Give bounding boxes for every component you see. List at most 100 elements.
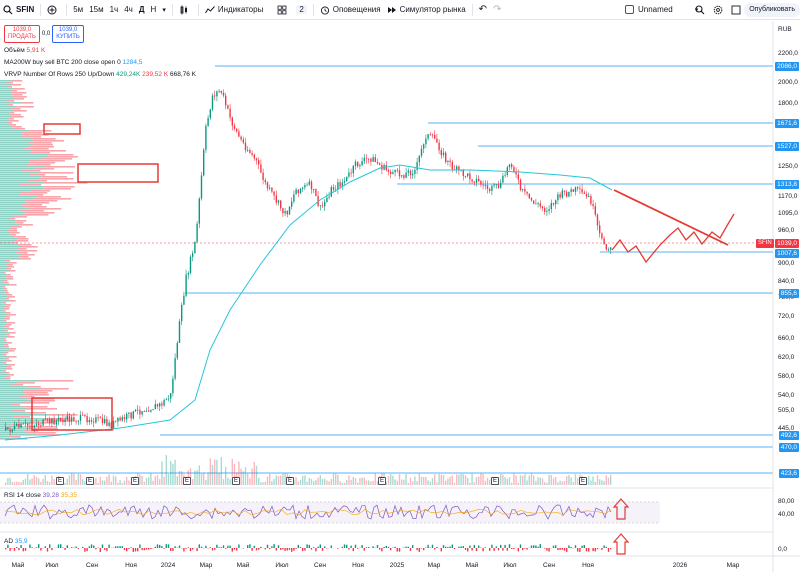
- fullscreen-button[interactable]: [728, 0, 747, 20]
- profile-up-bar: [0, 186, 45, 188]
- ad-bar: [482, 548, 484, 552]
- volume-bar: [79, 474, 82, 485]
- earnings-marker[interactable]: E: [378, 477, 386, 485]
- interval-dropdown[interactable]: ▾: [159, 0, 169, 20]
- volume-bar: [376, 481, 379, 485]
- compare-button[interactable]: [44, 0, 63, 20]
- candle-body: [231, 117, 233, 126]
- profile-down-bar: [19, 210, 45, 212]
- ad-bar: [216, 544, 218, 548]
- chart-type-button[interactable]: [176, 0, 195, 20]
- candle-body: [150, 410, 152, 412]
- candle-body: [480, 181, 482, 185]
- earnings-marker[interactable]: E: [131, 477, 139, 485]
- interval-5m[interactable]: 5м: [73, 5, 84, 14]
- replay-button[interactable]: Симулятор рынка: [384, 0, 469, 20]
- trade-panel: 1039,0 ПРОДАТЬ 0,0 1039,0 КУПИТЬ: [4, 25, 84, 43]
- redo-button[interactable]: ↷: [490, 0, 504, 20]
- ad-bar: [137, 548, 139, 552]
- buy-button[interactable]: 1039,0 КУПИТЬ: [52, 25, 84, 43]
- candle-body: [341, 182, 343, 187]
- vrvp-legend[interactable]: VRVP Number Of Rows 250 Up/Down 429,24K …: [4, 71, 196, 78]
- sell-button[interactable]: 1039,0 ПРОДАТЬ: [4, 25, 40, 43]
- ad-bar: [568, 545, 570, 548]
- earnings-marker[interactable]: E: [86, 477, 94, 485]
- volume-bar: [271, 481, 273, 485]
- profile-up-bar: [0, 244, 18, 246]
- candle-body: [403, 175, 405, 178]
- interval-15m[interactable]: 15м: [89, 5, 104, 14]
- interval-4h[interactable]: 4ч: [124, 5, 133, 14]
- interval-1h[interactable]: 1ч: [109, 5, 119, 14]
- ad-legend[interactable]: AD 35,9: [4, 538, 28, 545]
- settings-button[interactable]: [710, 0, 729, 20]
- volume-bar: [339, 481, 341, 485]
- profile-up-bar: [0, 342, 8, 344]
- volume-bar: [209, 458, 211, 485]
- candle-body: [352, 165, 354, 174]
- ad-bar: [442, 545, 445, 548]
- ad-bar: [172, 548, 174, 551]
- ad-bar: [548, 548, 550, 552]
- earnings-marker[interactable]: E: [232, 477, 240, 485]
- profile-up-bar: [0, 326, 5, 328]
- ad-bar: [64, 548, 66, 550]
- earnings-marker[interactable]: E: [579, 477, 587, 485]
- indicators-button[interactable]: Индикаторы: [202, 0, 266, 20]
- volume-bar: [176, 476, 178, 485]
- volume-bar: [99, 476, 101, 485]
- time-axis[interactable]: Май Июл Сен Ноя 2024 Мар Май Июл Сен Ноя 2025 Мар Ма…: [0, 555, 800, 569]
- layouts-count[interactable]: 2: [293, 0, 309, 20]
- volume-legend[interactable]: Объём 5,91 K: [4, 47, 45, 54]
- profile-down-bar: [9, 270, 16, 272]
- profile-up-bar: [0, 350, 9, 352]
- ad-bar: [546, 548, 548, 551]
- layout-save-button[interactable]: Unnamed ▾: [622, 0, 701, 20]
- level-tag: 1007,6: [775, 249, 799, 258]
- ad-bar: [570, 546, 572, 548]
- volume-bar: [504, 477, 506, 485]
- volume-bar: [38, 478, 40, 485]
- ad-bar: [491, 544, 493, 548]
- candle-body: [163, 400, 165, 406]
- profile-up-bar: [0, 380, 39, 382]
- volume-bar: [605, 475, 607, 485]
- volume-bar: [82, 479, 84, 485]
- symbol-search[interactable]: SFIN: [0, 0, 37, 20]
- price-tick-label: 840,0: [778, 278, 795, 285]
- quick-search-button[interactable]: [692, 0, 711, 20]
- candle-body: [258, 160, 260, 165]
- profile-up-bar: [0, 422, 35, 424]
- interval-1d[interactable]: Д: [138, 5, 145, 14]
- earnings-marker[interactable]: E: [286, 477, 294, 485]
- candle-body: [233, 125, 236, 129]
- indicators-icon: [204, 5, 215, 15]
- layouts-button[interactable]: [274, 0, 293, 20]
- alerts-button[interactable]: Оповещения: [317, 0, 384, 20]
- ma-legend[interactable]: MA200W buy sell BTC 200 close open 0 128…: [4, 59, 142, 66]
- volume-bar: [211, 464, 214, 485]
- ad-bar: [506, 548, 508, 551]
- ad-bar: [214, 548, 216, 550]
- volume-bar: [372, 480, 374, 485]
- earnings-marker[interactable]: E: [56, 477, 64, 485]
- volume-bar: [442, 475, 445, 485]
- chart-canvas[interactable]: RUB2200,02000,01800,01600,01410,01250,01…: [0, 21, 800, 572]
- volume-bar: [462, 474, 464, 485]
- interval-1w[interactable]: Н: [150, 5, 157, 14]
- volume-bar: [110, 481, 112, 485]
- undo-button[interactable]: ↶: [476, 0, 490, 20]
- level-tag: 492,6: [778, 431, 799, 440]
- drawings[interactable]: [31, 123, 735, 555]
- candle-body: [504, 174, 506, 176]
- volume-bar: [165, 455, 167, 485]
- profile-down-bar: [6, 276, 13, 278]
- volume-bar: [24, 478, 27, 485]
- rsi-legend[interactable]: RSI 14 close 39,28 35,35: [4, 492, 77, 499]
- ad-bar: [44, 546, 46, 548]
- publish-button[interactable]: Опубликовать: [744, 3, 800, 17]
- earnings-marker[interactable]: E: [183, 477, 191, 485]
- ad-bar: [434, 548, 436, 550]
- candle-body: [500, 182, 502, 188]
- earnings-marker[interactable]: E: [491, 477, 499, 485]
